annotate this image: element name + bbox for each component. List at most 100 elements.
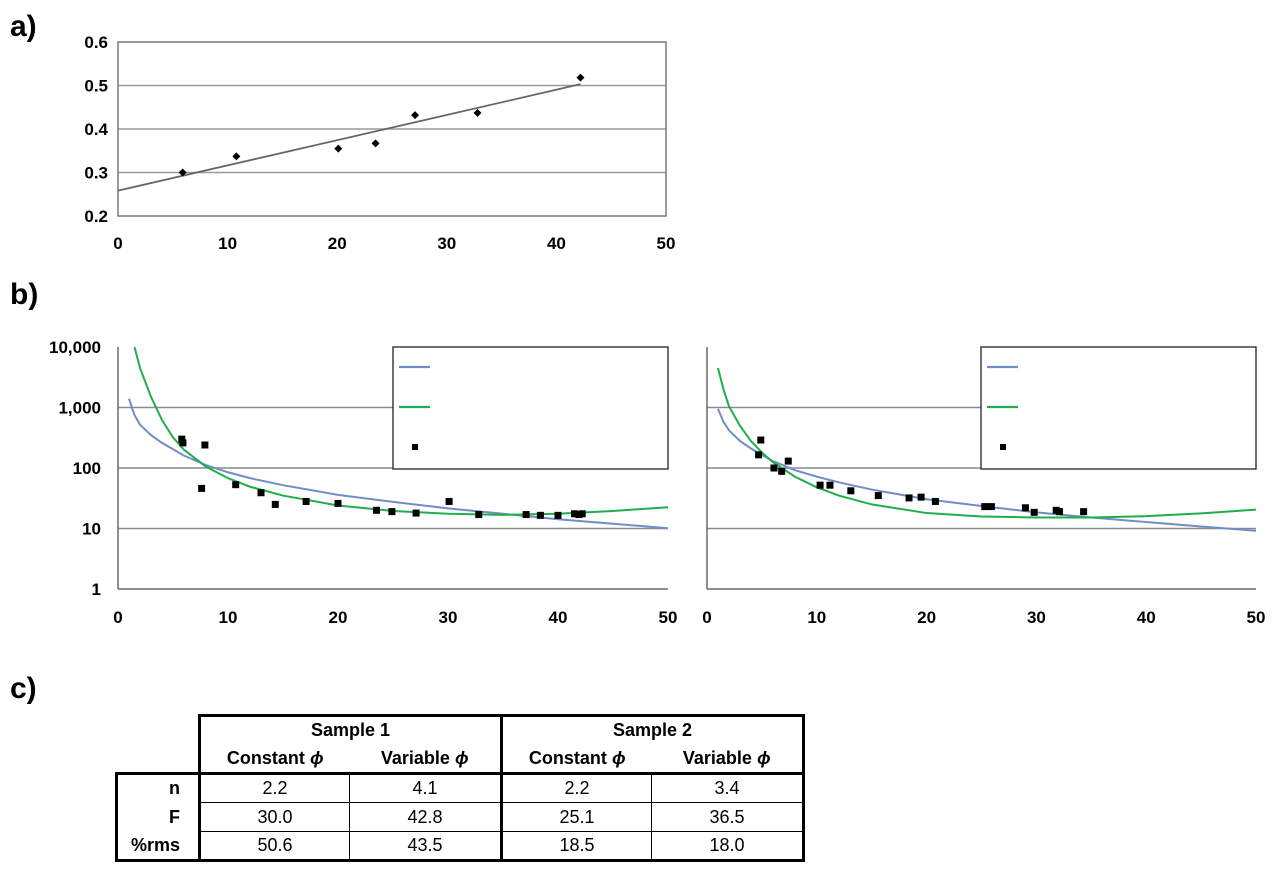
data-point — [412, 509, 420, 517]
data-point — [917, 493, 925, 501]
x-tick-label: 30 — [437, 234, 456, 253]
table-cell: 50.6 — [198, 831, 350, 862]
table-cell: 42.8 — [349, 802, 503, 832]
data-point — [445, 497, 453, 505]
data-point — [411, 111, 420, 120]
table-cell: 2.2 — [501, 773, 652, 803]
x-tick-label: 0 — [113, 234, 122, 253]
x-tick-label: 30 — [1027, 608, 1046, 627]
table-cell: 30.0 — [198, 802, 350, 832]
constant-porosity-curve — [717, 408, 1257, 532]
data-point — [931, 497, 939, 505]
data-point — [536, 511, 544, 519]
plot-frame — [117, 41, 667, 217]
data-point — [178, 435, 186, 443]
data-point — [475, 511, 483, 519]
legend-swatch-data — [412, 444, 418, 450]
table-row: n 2.2 4.1 2.2 3.4 — [115, 772, 805, 803]
data-point — [755, 451, 763, 459]
trendline — [117, 83, 581, 192]
data-point — [473, 108, 482, 117]
table-cell: 2.2 — [198, 773, 350, 803]
row-label: n — [115, 772, 200, 803]
table-cell: 18.0 — [651, 831, 805, 862]
y-tick-label: 0.2 — [84, 207, 108, 226]
data-point — [784, 457, 792, 465]
y-tick-label: 10,000 — [49, 338, 101, 357]
group-header-sample-2: Sample 2 — [501, 714, 805, 745]
results-table: Sample 1 Sample 2 Constant ϕ Variable ϕ … — [115, 714, 805, 862]
table-cell: 36.5 — [651, 802, 805, 832]
col-header-s1-variable: Variable ϕ — [349, 744, 503, 775]
data-point — [757, 436, 765, 444]
x-tick-label: 30 — [439, 608, 458, 627]
panel-label-b: b) — [10, 278, 39, 311]
x-tick-label: 50 — [1247, 608, 1266, 627]
x-tick-label: 50 — [659, 608, 678, 627]
data-point — [388, 508, 396, 516]
data-point — [334, 144, 343, 153]
data-point — [373, 506, 380, 514]
col-header-s2-variable: Variable ϕ — [651, 744, 805, 775]
x-tick-label: 50 — [657, 234, 676, 253]
data-point — [874, 492, 882, 500]
x-tick-label: 10 — [807, 608, 826, 627]
y-tick-label: 1 — [92, 580, 101, 599]
data-point — [232, 481, 240, 489]
data-point — [576, 73, 585, 82]
data-point — [770, 464, 778, 472]
data-point — [198, 484, 206, 492]
y-tick-label: 0.3 — [84, 164, 108, 183]
x-tick-label: 0 — [113, 608, 122, 627]
variable-porosity-curve — [717, 367, 1257, 519]
legend-box — [980, 346, 1257, 470]
x-tick-label: 40 — [1137, 608, 1156, 627]
legend-box — [392, 346, 669, 470]
data-point — [371, 139, 380, 148]
x-tick-label: 10 — [219, 608, 238, 627]
data-point — [271, 500, 279, 508]
x-tick-label: 20 — [917, 608, 936, 627]
panel-label-a: a) — [10, 10, 37, 43]
data-point — [981, 503, 989, 511]
y-tick-label: 0.6 — [84, 33, 108, 52]
data-point — [816, 481, 824, 489]
y-tick-label: 100 — [73, 459, 101, 478]
data-point — [778, 467, 786, 475]
data-point — [847, 487, 855, 495]
table-cell: 18.5 — [501, 831, 652, 862]
data-point — [201, 441, 209, 449]
data-point — [179, 439, 187, 447]
col-header-s1-constant: Constant ϕ — [198, 744, 350, 775]
data-point — [232, 152, 241, 161]
x-tick-label: 0 — [702, 608, 711, 627]
data-point — [905, 494, 913, 502]
legend-swatch-data — [1000, 444, 1006, 450]
x-tick-label: 40 — [547, 234, 566, 253]
data-point — [178, 168, 187, 177]
variable-porosity-curve — [133, 346, 669, 516]
col-header-s2-constant: Constant ϕ — [501, 744, 652, 775]
x-tick-label: 40 — [549, 608, 568, 627]
y-tick-label: 10 — [82, 520, 101, 539]
data-point — [522, 511, 530, 519]
charts-canvas: 0.20.30.40.50.60 10 20 30 40 501101001,00010,… — [49, 33, 1266, 627]
data-point — [578, 510, 586, 518]
constant-porosity-curve — [128, 398, 669, 530]
table-cell: 43.5 — [349, 831, 503, 862]
data-point — [1055, 508, 1063, 516]
table-cell: 3.4 — [651, 773, 805, 803]
y-tick-label: 1,000 — [58, 399, 101, 418]
table-row: F 30.0 42.8 25.1 36.5 — [115, 802, 805, 832]
group-header-sample-1: Sample 1 — [198, 714, 503, 745]
data-point — [257, 489, 265, 497]
x-tick-label: 20 — [328, 234, 347, 253]
data-point — [826, 481, 834, 489]
panel-label-c: c) — [10, 672, 37, 705]
data-point — [554, 511, 562, 519]
data-point — [1021, 504, 1029, 512]
y-tick-label: 0.4 — [84, 120, 108, 139]
x-tick-label: 20 — [329, 608, 348, 627]
row-label: F — [115, 802, 200, 832]
data-point — [987, 503, 995, 511]
